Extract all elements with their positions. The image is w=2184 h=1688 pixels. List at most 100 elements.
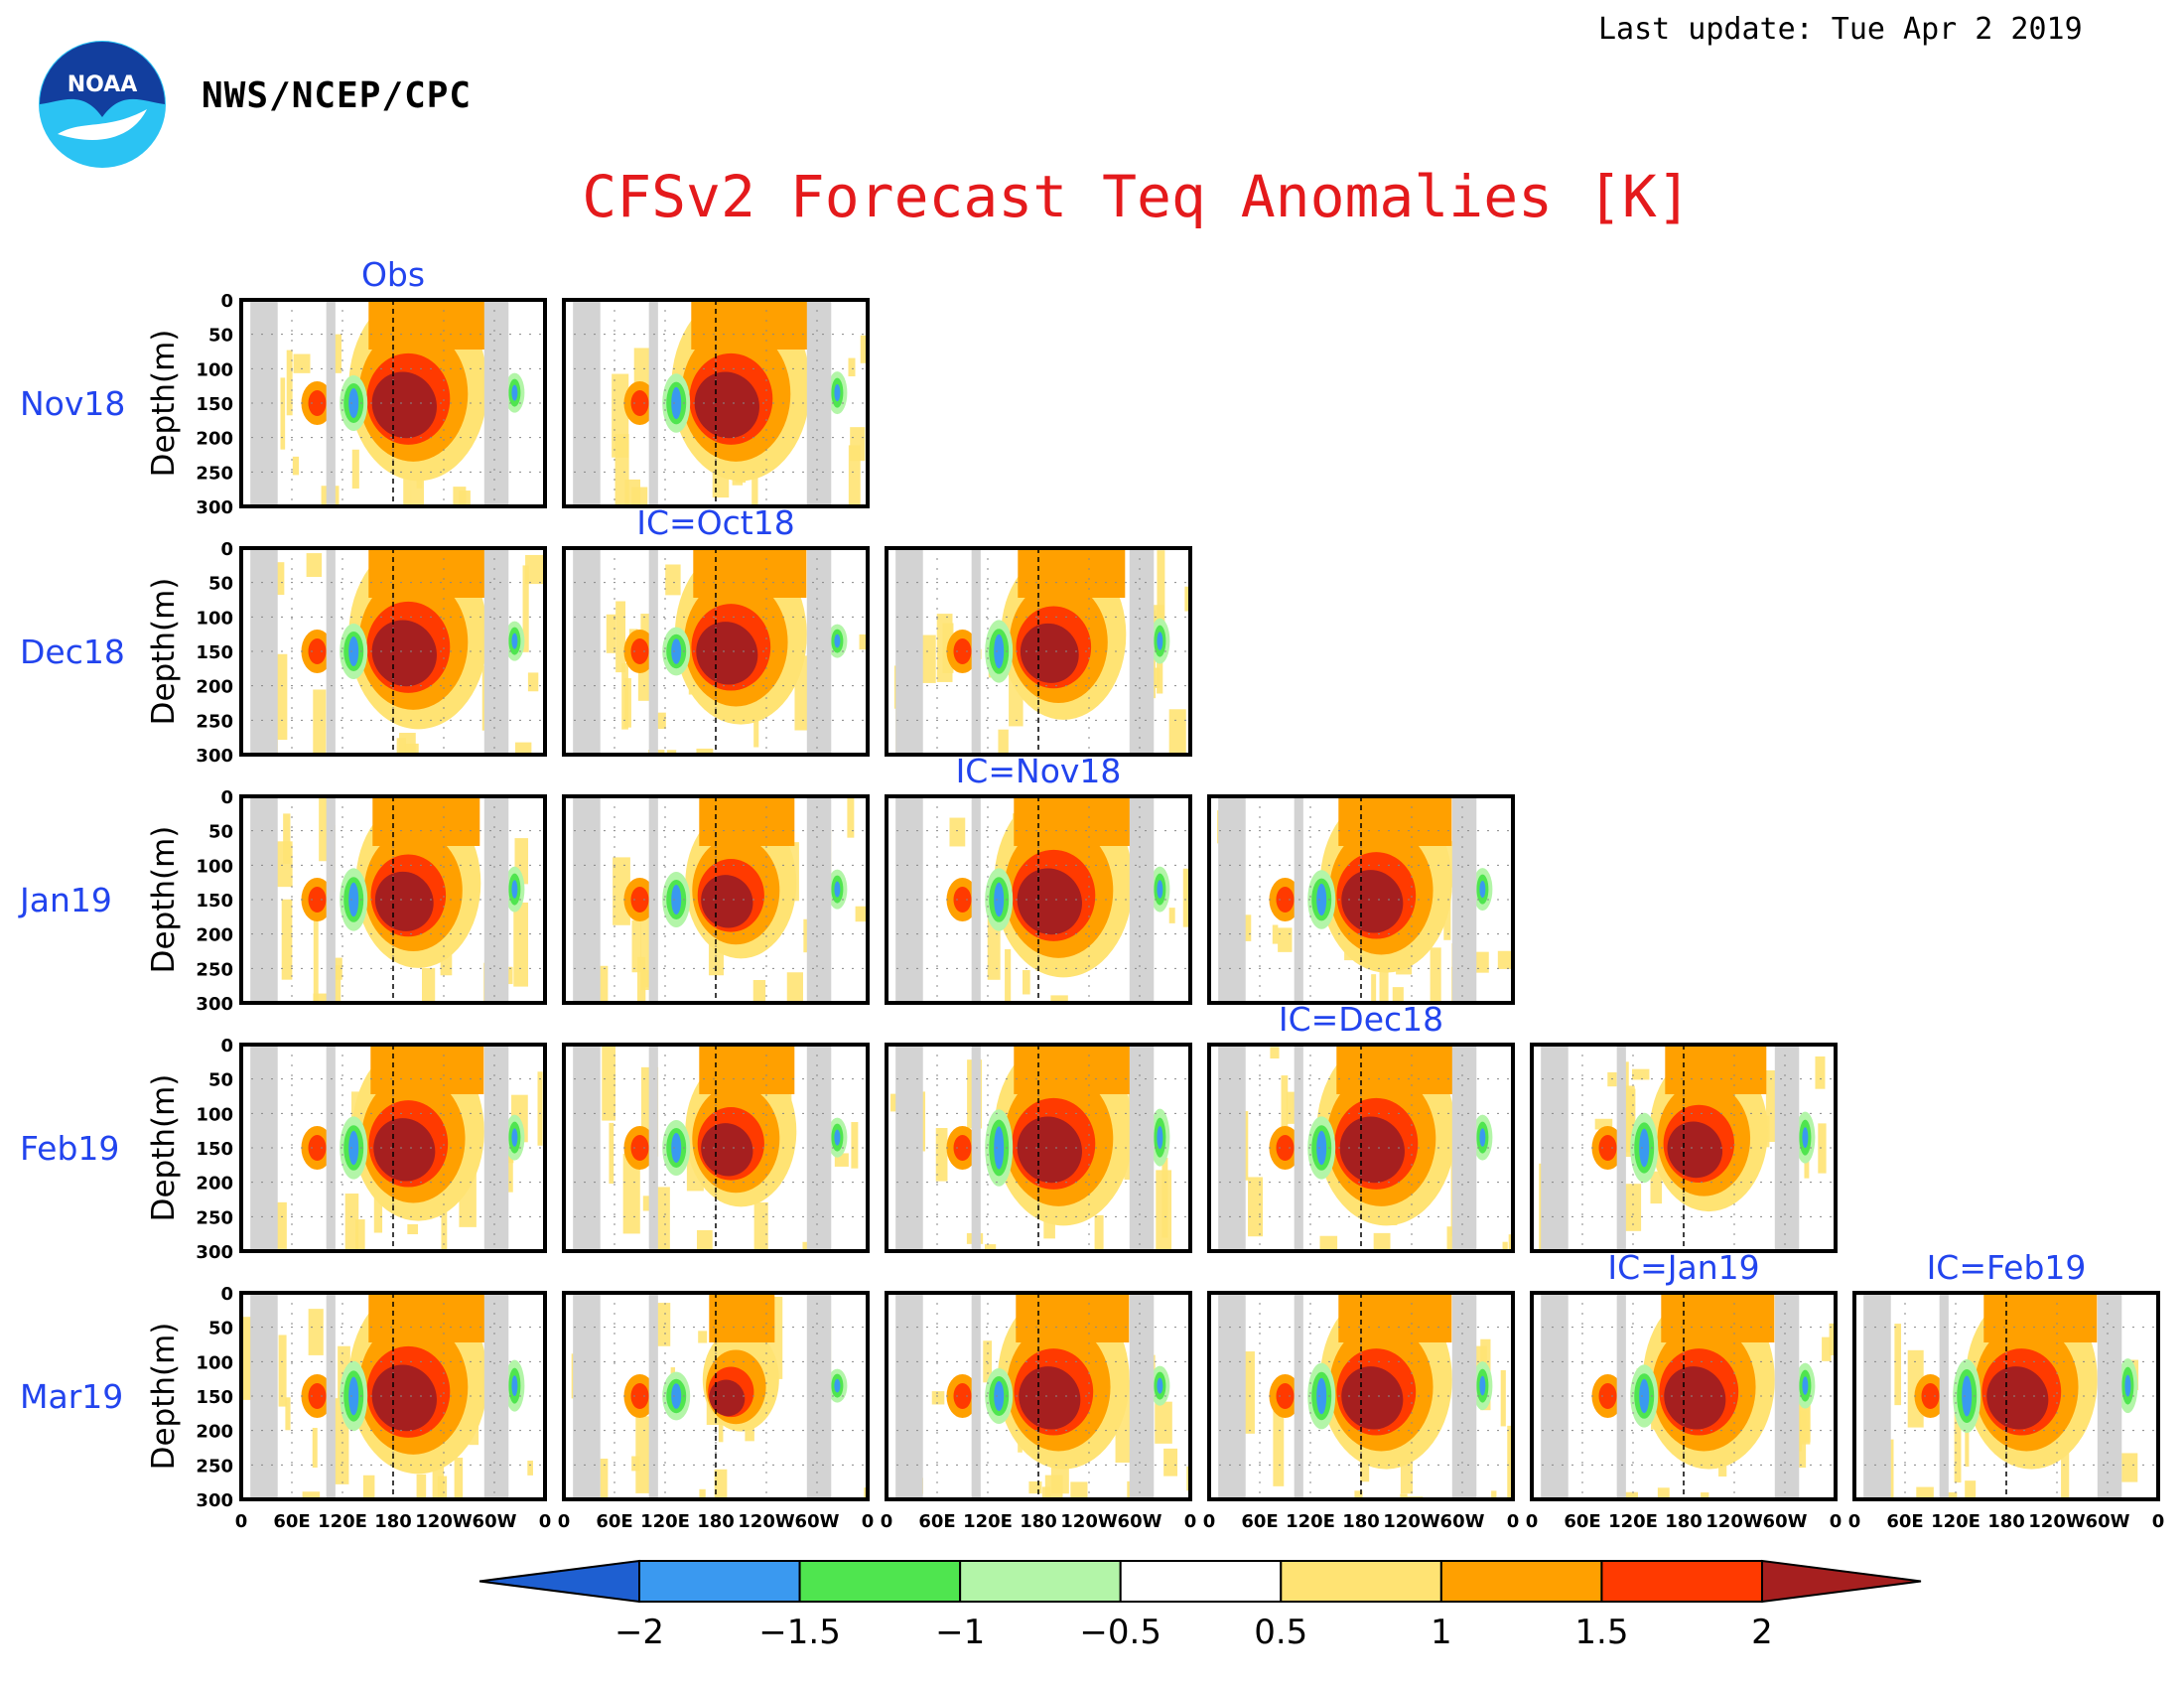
x-tick-label: 120E <box>640 1511 690 1532</box>
x-tick-label: 0 <box>1203 1511 1216 1532</box>
y-tick-label: 100 <box>196 1352 233 1373</box>
y-tick-label: 150 <box>196 1387 233 1408</box>
heatmap-panel <box>239 794 547 1005</box>
x-tick-label: 0 <box>1184 1511 1197 1532</box>
noaa-logo-text: NOAA <box>68 72 138 97</box>
x-tick-label: 0 <box>881 1511 893 1532</box>
heatmap-panel <box>562 546 870 757</box>
column-title: Obs <box>361 255 425 294</box>
x-tick-label: 60W <box>1440 1511 1485 1532</box>
x-tick-label: 120E <box>318 1511 367 1532</box>
x-tick-label: 180 <box>1987 1511 2025 1532</box>
x-tick-label: 120W <box>1060 1511 1118 1532</box>
heatmap-panel <box>239 546 547 757</box>
x-tick-label: 120W <box>2028 1511 2086 1532</box>
y-tick-label: 50 <box>208 1070 233 1091</box>
x-tick-label: 0 <box>2152 1511 2165 1532</box>
y-tick-label: 250 <box>196 711 233 732</box>
heatmap-panel <box>1207 1291 1515 1501</box>
heatmap-panel <box>239 298 547 508</box>
y-tick-label: 200 <box>196 677 233 698</box>
heatmap-panel <box>885 1291 1192 1501</box>
column-title: IC=Feb19 <box>1927 1248 2087 1287</box>
y-tick-label: 200 <box>196 1174 233 1195</box>
y-tick-label: 150 <box>196 891 233 912</box>
y-tick-label: 200 <box>196 925 233 946</box>
x-tick-label: 180 <box>1342 1511 1380 1532</box>
row-label: Feb19 <box>20 1129 119 1168</box>
x-tick-label: 120E <box>1931 1511 1980 1532</box>
column-title: IC=Oct18 <box>636 503 794 542</box>
y-tick-label: 100 <box>196 608 233 629</box>
x-tick-label: 120E <box>1608 1511 1658 1532</box>
heatmap-panel <box>239 1291 547 1501</box>
chart-title: CFSv2 Forecast Teq Anomalies [K] <box>582 163 1692 230</box>
y-tick-label: 250 <box>196 463 233 484</box>
y-tick-label: 300 <box>196 1242 233 1263</box>
y-tick-label: 300 <box>196 746 233 767</box>
y-tick-label: 250 <box>196 1207 233 1228</box>
heatmap-panel <box>239 1043 547 1253</box>
x-tick-label: 60E <box>1886 1511 1923 1532</box>
y-tick-label: 0 <box>220 291 233 312</box>
y-tick-label: 150 <box>196 642 233 663</box>
y-tick-label: 150 <box>196 1139 233 1160</box>
y-tick-label: 50 <box>208 822 233 843</box>
heatmap-panel <box>885 794 1192 1005</box>
heatmap-panel <box>562 1043 870 1253</box>
x-tick-label: 60E <box>1564 1511 1600 1532</box>
heatmap-panel <box>1852 1291 2160 1501</box>
x-tick-label: 60W <box>1763 1511 1808 1532</box>
x-tick-label: 60W <box>1118 1511 1162 1532</box>
x-tick-label: 60W <box>473 1511 517 1532</box>
x-tick-label: 180 <box>374 1511 412 1532</box>
x-tick-label: 0 <box>235 1511 248 1532</box>
x-tick-label: 120E <box>963 1511 1013 1532</box>
y-tick-label: 0 <box>220 1284 233 1305</box>
x-tick-label: 0 <box>862 1511 875 1532</box>
x-tick-label: 120E <box>1286 1511 1335 1532</box>
y-tick-label: 250 <box>196 959 233 980</box>
y-tick-label: 200 <box>196 429 233 450</box>
x-tick-label: 120W <box>1706 1511 1763 1532</box>
y-tick-label: 100 <box>196 359 233 380</box>
noaa-logo: NOAA <box>39 41 166 168</box>
y-tick-label: 150 <box>196 394 233 415</box>
y-tick-label: 300 <box>196 1490 233 1511</box>
x-tick-label: 0 <box>539 1511 552 1532</box>
y-tick-label: 0 <box>220 539 233 560</box>
y-axis-label: Depth(m) <box>146 578 182 726</box>
y-tick-label: 300 <box>196 497 233 518</box>
x-tick-label: 0 <box>558 1511 571 1532</box>
x-tick-label: 60E <box>918 1511 955 1532</box>
column-title: IC=Dec18 <box>1279 1000 1443 1039</box>
y-tick-label: 250 <box>196 1456 233 1477</box>
x-tick-label: 60W <box>795 1511 840 1532</box>
heatmap-panel <box>1207 794 1515 1005</box>
y-axis-label: Depth(m) <box>146 826 182 974</box>
heatmap-panel <box>885 1043 1192 1253</box>
x-tick-label: 60E <box>273 1511 310 1532</box>
y-axis-label: Depth(m) <box>146 1074 182 1222</box>
x-tick-label: 60E <box>596 1511 632 1532</box>
x-tick-label: 180 <box>1665 1511 1703 1532</box>
heatmap-panel <box>562 298 870 508</box>
row-label: Nov18 <box>20 384 125 423</box>
row-label: Dec18 <box>20 633 125 671</box>
heatmap-panel <box>562 1291 870 1501</box>
x-tick-label: 0 <box>1848 1511 1861 1532</box>
row-label: Mar19 <box>20 1377 123 1416</box>
column-title: IC=Jan19 <box>1607 1248 1759 1287</box>
column-title: IC=Nov18 <box>956 752 1122 790</box>
page-header: NOAA NWS/NCEP/CPC Last update: Tue Apr 2… <box>0 0 2184 238</box>
y-axis-label: Depth(m) <box>146 330 182 478</box>
heatmap-panel <box>562 794 870 1005</box>
heatmap-panel <box>1530 1291 1838 1501</box>
y-tick-label: 0 <box>220 787 233 808</box>
y-tick-label: 0 <box>220 1036 233 1056</box>
x-tick-label: 180 <box>1020 1511 1057 1532</box>
heatmap-panel <box>1207 1043 1515 1253</box>
x-tick-label: 120W <box>1383 1511 1440 1532</box>
x-tick-label: 0 <box>1507 1511 1520 1532</box>
